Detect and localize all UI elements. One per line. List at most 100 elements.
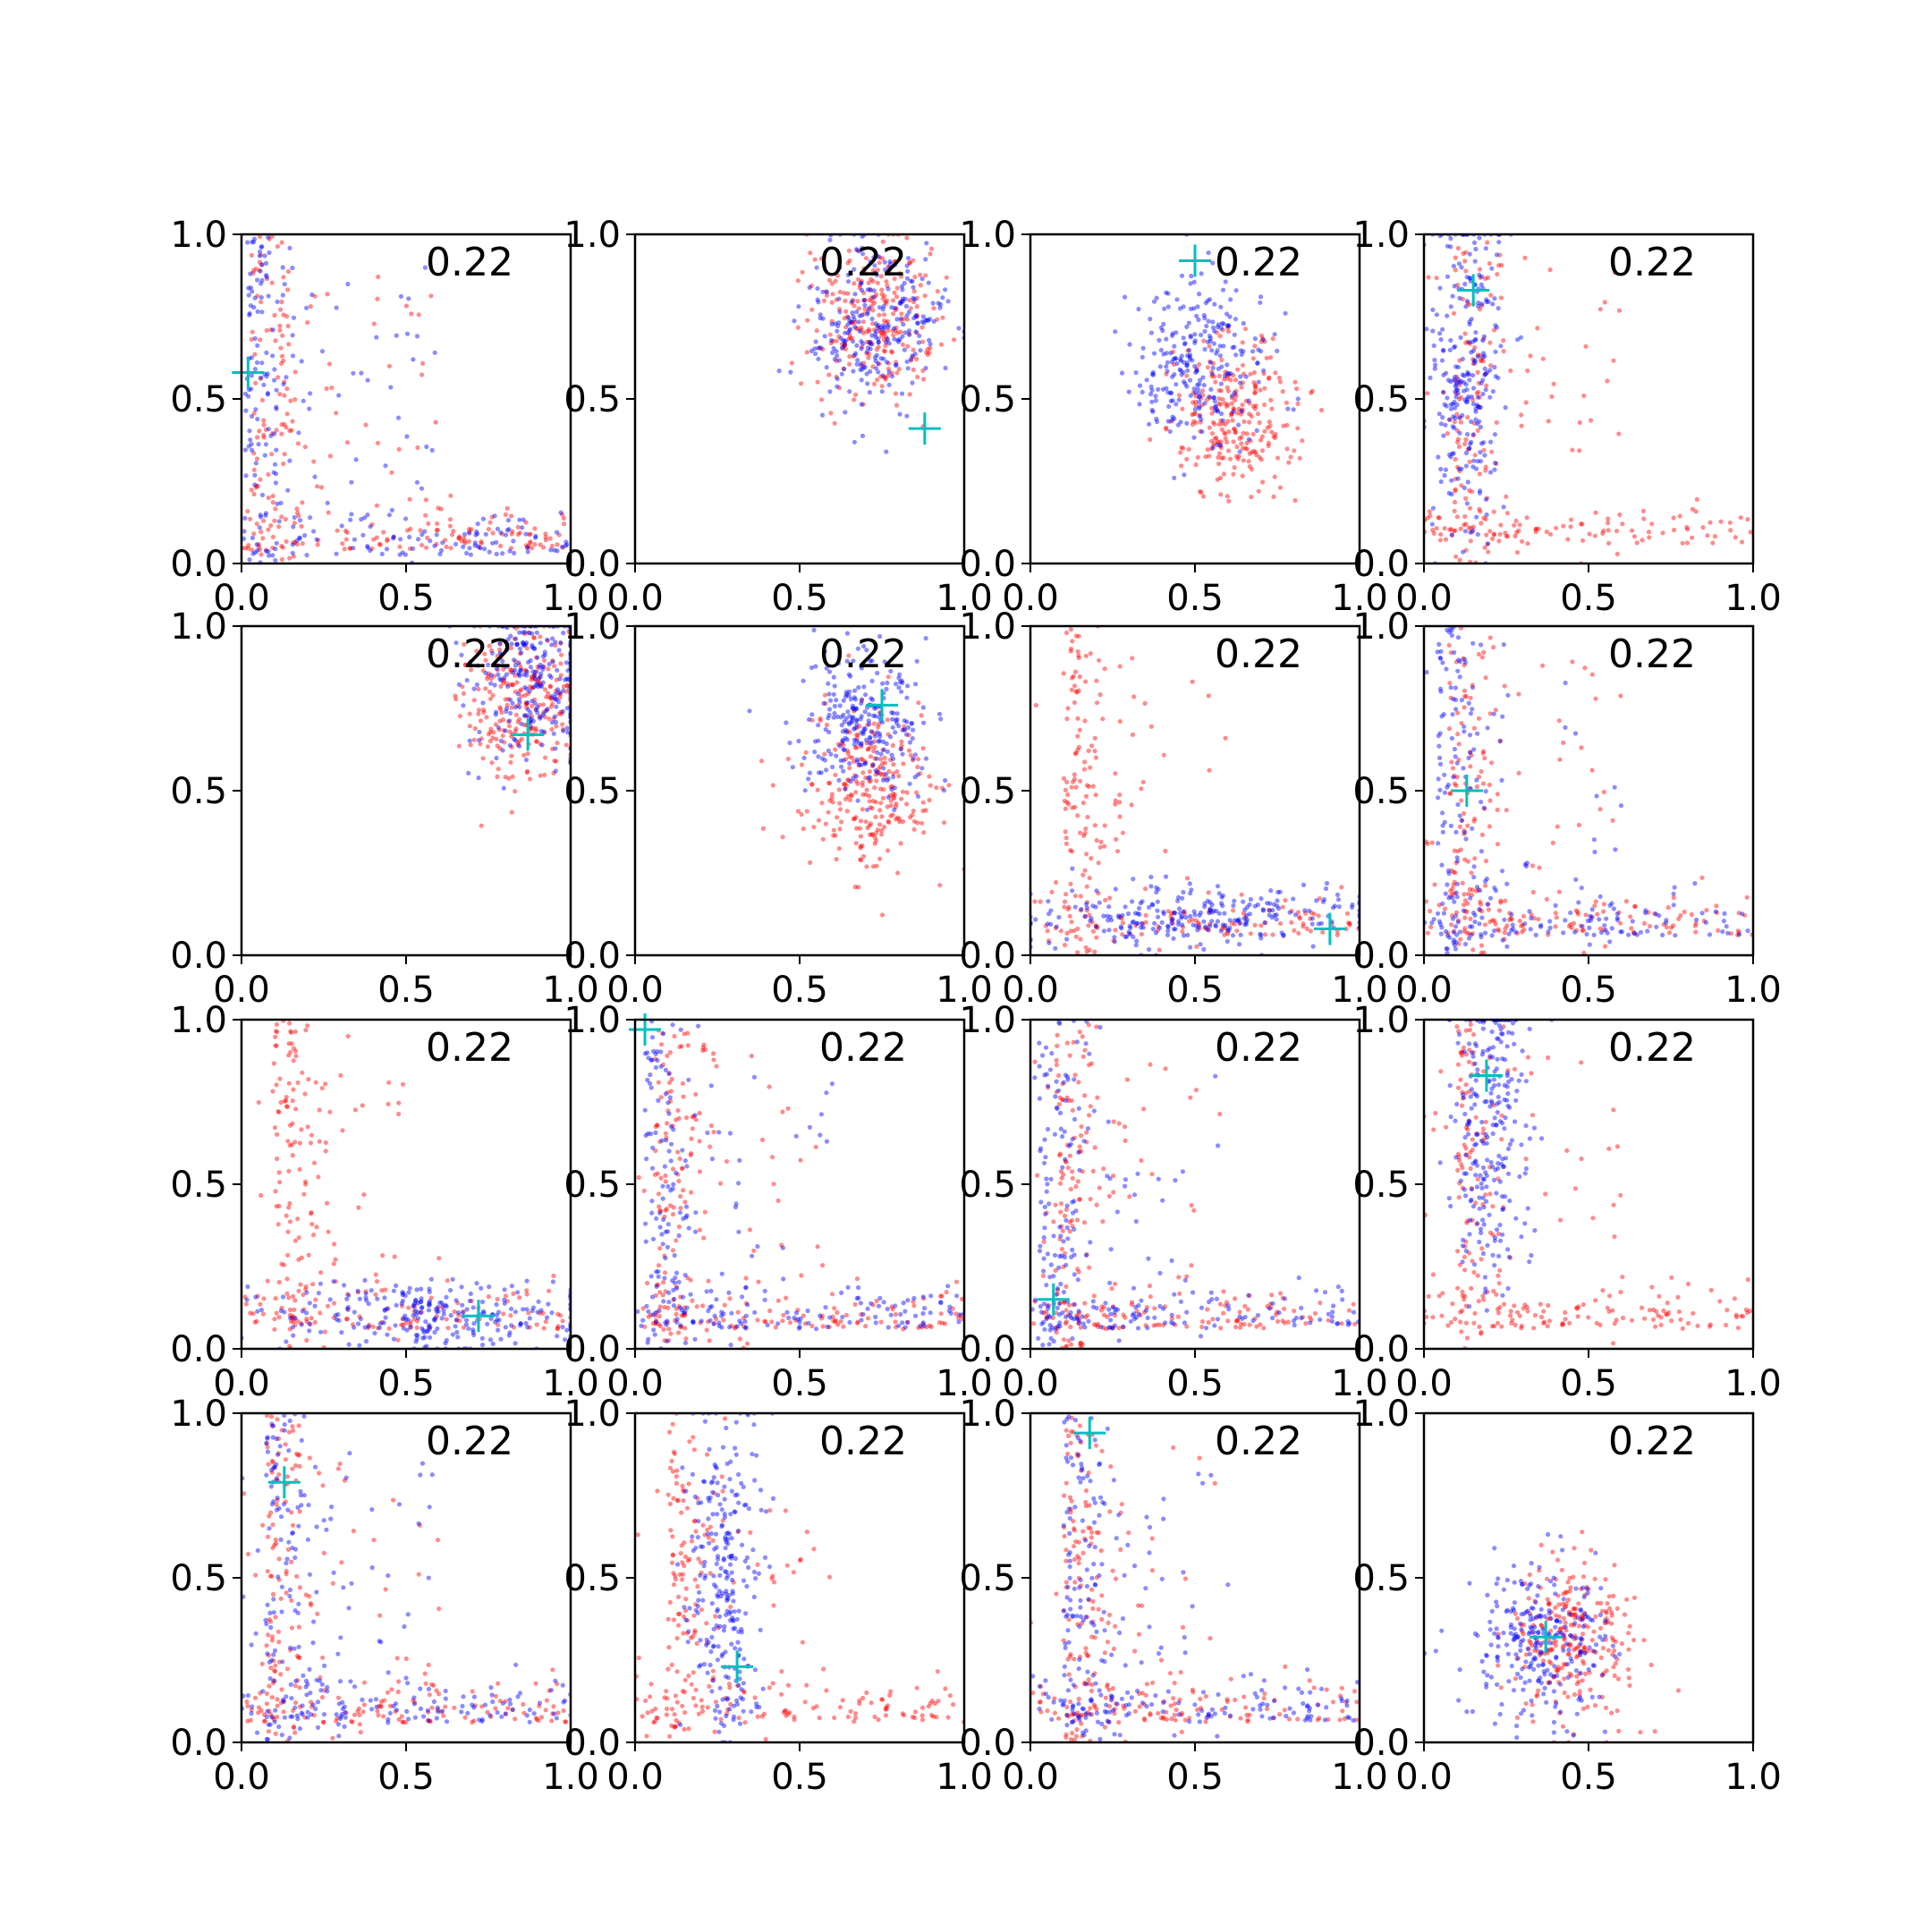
- scatter-point-series-1: [845, 260, 851, 266]
- scatter-point-series-1: [1193, 394, 1199, 399]
- scatter-point-series-1: [1049, 889, 1055, 895]
- scatter-point-series-2: [851, 715, 856, 720]
- scatter-point-series-2: [1267, 901, 1273, 906]
- scatter-point-series-1: [282, 379, 287, 385]
- scatter-point-series-2: [893, 262, 898, 267]
- scatter-point-series-2: [1165, 932, 1171, 937]
- scatter-point-series-2: [557, 676, 563, 682]
- scatter-point-series-1: [1593, 696, 1598, 701]
- scatter-point-series-1: [843, 346, 849, 352]
- scatter-point-series-2: [434, 532, 439, 538]
- scatter-point-series-1: [535, 679, 540, 685]
- scatter-point-series-2: [881, 766, 886, 771]
- scatter-point-series-2: [1474, 402, 1479, 408]
- scatter-point-series-2: [1479, 800, 1484, 805]
- scatter-point-series-2: [492, 513, 497, 519]
- scatter-point-series-2: [1474, 777, 1479, 783]
- scatter-point-series-1: [1272, 474, 1277, 479]
- scatter-point-series-2: [876, 254, 881, 259]
- scatter-point-series-2: [394, 1302, 399, 1308]
- scatter-point-series-2: [555, 687, 561, 692]
- scatter-point-series-2: [414, 334, 420, 339]
- scatter-point-series-1: [1253, 384, 1258, 389]
- scatter-point-series-1: [501, 1311, 506, 1317]
- scatter-point-series-2: [1443, 422, 1448, 428]
- scatter-point-series-1: [1451, 869, 1456, 875]
- scatter-point-series-1: [860, 843, 865, 849]
- scatter-point-series-1: [1237, 436, 1242, 441]
- scatter-point-series-1: [296, 1235, 301, 1241]
- scatter-point-series-1: [1072, 804, 1078, 810]
- scatter-point-series-1: [867, 779, 872, 784]
- scatter-point-series-1: [1094, 923, 1099, 929]
- scatter-point-series-1: [854, 1276, 860, 1282]
- scatter-point-series-2: [1197, 404, 1202, 410]
- scatter-point-series-1: [466, 538, 472, 544]
- scatter-point-series-2: [1457, 929, 1462, 935]
- scatter-point-series-1: [876, 721, 882, 727]
- scatter-point-series-2: [441, 1308, 446, 1313]
- scatter-point-series-2: [454, 1329, 460, 1335]
- scatter-point-series-1: [329, 386, 335, 391]
- scatter-point-series-1: [513, 673, 518, 678]
- scatter-point-series-2: [1137, 402, 1142, 407]
- scatter-point-series-2: [1157, 925, 1163, 930]
- scatter-point-series-2: [242, 536, 247, 541]
- scatter-point-series-1: [829, 795, 835, 801]
- scatter-point-series-2: [1188, 913, 1193, 919]
- scatter-point-series-1: [1075, 747, 1080, 752]
- scatter-point-series-1: [1449, 759, 1454, 765]
- scatter-point-series-2: [1438, 479, 1444, 485]
- scatter-point-series-2: [1186, 347, 1192, 353]
- scatter-point-series-2: [1475, 354, 1480, 360]
- scatter-point-series-2: [911, 295, 916, 301]
- scatter-point-series-2: [1479, 301, 1485, 307]
- scatter-point-series-1: [1206, 890, 1211, 895]
- scatter-point-series-1: [1483, 859, 1489, 864]
- scatter-point-series-1: [1601, 789, 1606, 795]
- scatter-point-series-2: [524, 640, 530, 646]
- scatter-point-series-1: [257, 428, 262, 434]
- scatter-point-series-2: [563, 677, 568, 682]
- scatter-point-series-2: [864, 648, 869, 653]
- scatter-point-series-2: [1164, 336, 1169, 342]
- scatter-point-series-1: [275, 1109, 281, 1114]
- scatter-point-series-2: [851, 314, 856, 319]
- scatter-point-series-2: [504, 664, 509, 670]
- scatter-point-series-2: [1483, 878, 1488, 885]
- scatter-point-series-1: [920, 808, 926, 814]
- scatter-point-series-1: [914, 314, 919, 319]
- scatter-point-series-2: [1492, 364, 1497, 370]
- scatter-point-series-2: [1197, 405, 1202, 411]
- scatter-point-series-2: [1477, 906, 1482, 912]
- scatter-point-series-2: [512, 657, 517, 663]
- scatter-point-series-1: [1262, 428, 1267, 434]
- scatter-point-series-2: [254, 360, 260, 365]
- scatter-point-series-2: [508, 633, 513, 639]
- scatter-point-series-1: [468, 659, 473, 665]
- scatter-point-series-2: [801, 678, 806, 683]
- scatter-point-series-1: [681, 1188, 686, 1193]
- scatter-point-series-1: [1087, 876, 1092, 881]
- scatter-point-series-1: [1218, 402, 1224, 407]
- scatter-point-series-1: [884, 298, 890, 303]
- scatter-point-series-2: [1429, 920, 1435, 926]
- scatter-point-series-2: [893, 682, 899, 687]
- scatter-point-series-2: [1664, 920, 1669, 926]
- scatter-point-series-1: [1247, 463, 1252, 470]
- scatter-point-series-2: [274, 540, 279, 546]
- scatter-point-series-1: [892, 290, 897, 295]
- scatter-point-series-1: [478, 741, 483, 747]
- scatter-point-series-2: [382, 1308, 387, 1313]
- scatter-point-series-2: [518, 1323, 523, 1328]
- scatter-point-series-1: [283, 516, 288, 522]
- scatter-point-series-1: [899, 743, 904, 749]
- scatter-point-series-2: [563, 1337, 568, 1343]
- scatter-point-series-1: [830, 800, 835, 805]
- scatter-point-series-1: [1428, 513, 1433, 519]
- scatter-point-series-1: [461, 1309, 466, 1314]
- scatter-point-series-2: [556, 648, 562, 653]
- scatter-point-series-1: [1580, 538, 1586, 543]
- scatter-point-series-1: [815, 1244, 820, 1250]
- subplot-10: 0.00.00.50.51.01.00.22: [564, 1000, 992, 1404]
